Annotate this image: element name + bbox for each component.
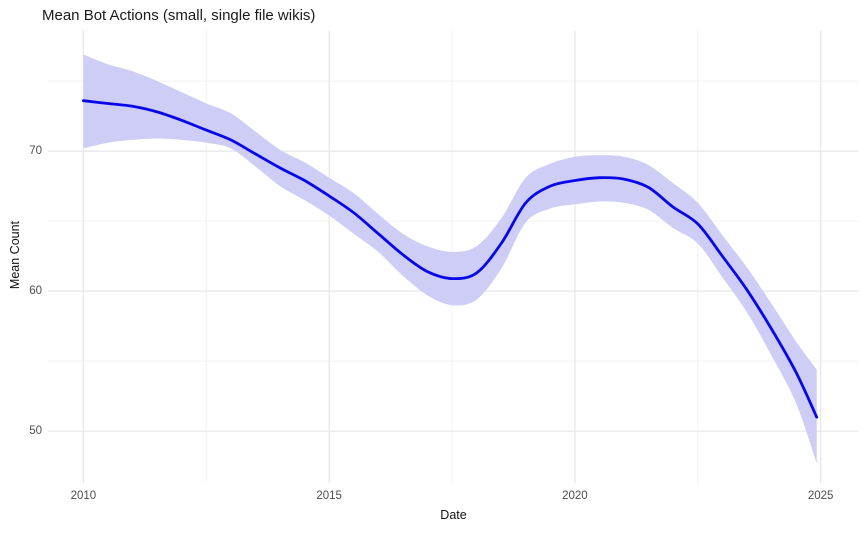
y-tick-label: 70 [29,145,42,158]
x-tick-label: 2015 [316,490,342,502]
y-tick-label: 50 [29,425,42,438]
y-tick-label: 60 [29,285,42,298]
x-tick-label: 2025 [807,490,834,502]
y-axis-title: Mean Count [8,220,22,290]
x-tick-label: 2010 [70,490,97,502]
x-tick-label: 2020 [562,490,588,502]
mean-line [82,99,819,419]
chart-title: Mean Bot Actions (small, single file wik… [42,7,316,24]
x-axis-title: Date [440,508,467,522]
confidence-ribbon [83,54,817,464]
